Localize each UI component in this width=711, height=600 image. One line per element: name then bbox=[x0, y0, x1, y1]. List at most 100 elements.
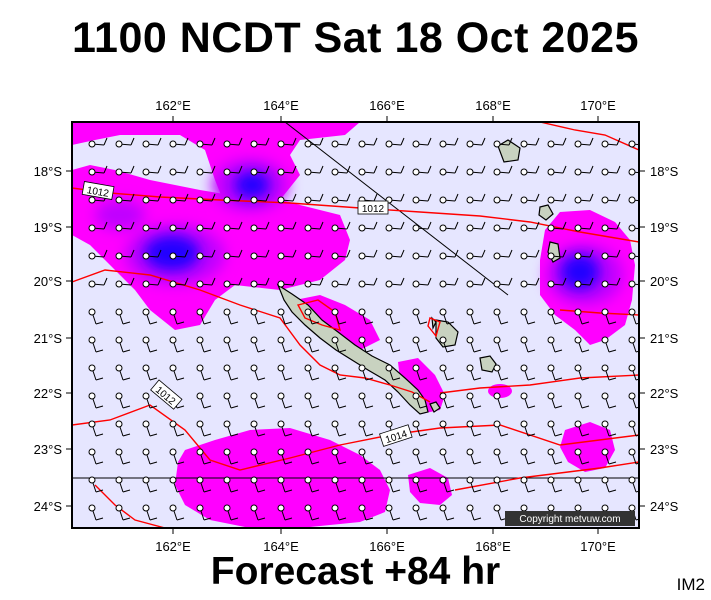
map-code: IM2 bbox=[676, 575, 705, 594]
wind-barb-feather bbox=[176, 517, 185, 521]
wind-barb-station bbox=[304, 140, 312, 148]
wind-barb-station bbox=[493, 364, 501, 372]
wind-barb-feather bbox=[508, 137, 513, 146]
wind-barb-station bbox=[358, 280, 366, 288]
wind-barb-station bbox=[601, 140, 609, 148]
lon-label-bottom: 162°E bbox=[155, 539, 191, 554]
wind-barb-feather bbox=[203, 405, 212, 409]
wind-barb-station bbox=[574, 364, 582, 372]
wind-barb-feather bbox=[562, 221, 567, 230]
wind-barb-feather bbox=[427, 137, 432, 146]
wind-barb-station bbox=[223, 476, 231, 484]
wind-barb-station bbox=[628, 476, 636, 484]
wind-barb-station bbox=[277, 476, 285, 484]
wind-barb-feather bbox=[319, 249, 324, 258]
wind-barb-feather bbox=[616, 193, 621, 202]
isobar-layer bbox=[72, 122, 639, 528]
land-layer bbox=[276, 139, 561, 415]
wind-barb-feather bbox=[176, 321, 185, 325]
wind-barb-feather bbox=[292, 165, 297, 174]
wind-barb-feather bbox=[446, 377, 455, 381]
wind-barb-station bbox=[169, 420, 177, 428]
wind-barb-station bbox=[493, 448, 501, 456]
wind-barb-feather bbox=[589, 249, 594, 258]
copyright-text: Copyright metvuw.com bbox=[519, 514, 620, 525]
wind-barb-station bbox=[277, 308, 285, 316]
lon-label-bottom: 166°E bbox=[369, 539, 405, 554]
wind-barb-feather bbox=[365, 349, 374, 353]
wind-barb-station bbox=[142, 168, 150, 176]
wind-barb-feather bbox=[608, 405, 617, 409]
wind-barb-station bbox=[196, 448, 204, 456]
wind-barb-station bbox=[574, 196, 582, 204]
wind-barb-station bbox=[196, 224, 204, 232]
wind-barb-feather bbox=[184, 221, 189, 230]
wind-barb-feather bbox=[365, 433, 374, 437]
wind-barb-feather bbox=[481, 277, 486, 286]
isobar-southeast bbox=[439, 374, 639, 394]
wind-barb-station bbox=[601, 196, 609, 204]
wind-barb-feather bbox=[238, 277, 243, 286]
wind-barb-feather bbox=[346, 193, 351, 202]
wind-barb-feather bbox=[319, 165, 324, 174]
wind-barb-feather bbox=[338, 321, 347, 325]
wind-barb-station bbox=[223, 336, 231, 344]
wind-barb-station bbox=[466, 280, 474, 288]
wind-barb-feather bbox=[338, 405, 347, 409]
wind-barb-station bbox=[304, 448, 312, 456]
wind-barb-feather bbox=[95, 489, 104, 493]
wind-barb-feather bbox=[157, 221, 162, 230]
wind-barb-station bbox=[358, 336, 366, 344]
wind-barb-feather bbox=[265, 277, 270, 286]
wind-barb-feather bbox=[500, 349, 509, 353]
lat-label-left: 19°S bbox=[34, 220, 63, 235]
lat-label-left: 24°S bbox=[34, 499, 63, 514]
wind-barb-station bbox=[250, 280, 258, 288]
wind-barb-feather bbox=[284, 321, 293, 325]
wind-barb-station bbox=[277, 140, 285, 148]
wind-barb-station bbox=[250, 140, 258, 148]
wind-barb-station bbox=[169, 168, 177, 176]
wind-barb-feather bbox=[635, 434, 639, 437]
wind-barb-feather bbox=[589, 193, 594, 202]
wind-barb-station bbox=[277, 504, 285, 512]
wind-barb-station bbox=[385, 280, 393, 288]
wind-barb-feather bbox=[311, 321, 320, 325]
wind-barb-feather bbox=[338, 489, 347, 493]
wind-barb-station bbox=[628, 168, 636, 176]
isobar-label-2: 1012 bbox=[357, 200, 389, 215]
wind-barb-station bbox=[88, 224, 96, 232]
lat-label-right: 19°S bbox=[650, 220, 679, 235]
wind-barb-station bbox=[466, 448, 474, 456]
wind-barb-feather bbox=[508, 193, 513, 202]
wind-barb-station bbox=[331, 140, 339, 148]
wind-barb-feather bbox=[589, 277, 594, 286]
wind-barb-station bbox=[331, 392, 339, 400]
wind-barb-station bbox=[250, 392, 258, 400]
wind-barb-station bbox=[358, 308, 366, 316]
wind-barb-station bbox=[223, 252, 231, 260]
wind-barb-feather bbox=[257, 349, 266, 353]
wind-barb-station bbox=[358, 140, 366, 148]
wind-barb-station bbox=[547, 336, 555, 344]
wind-barb-feather bbox=[589, 221, 594, 230]
lat-label-left: 20°S bbox=[34, 274, 63, 289]
wind-barb-feather bbox=[427, 221, 432, 230]
wind-barb-feather bbox=[616, 277, 621, 286]
wind-barb-station bbox=[574, 224, 582, 232]
wind-barb-feather bbox=[265, 137, 270, 146]
wind-barb-station bbox=[196, 196, 204, 204]
wind-barb-feather bbox=[373, 249, 378, 258]
wind-barb-feather bbox=[635, 378, 639, 381]
wind-barb-station bbox=[601, 252, 609, 260]
wind-barb-feather bbox=[500, 433, 509, 437]
wind-barb-station bbox=[250, 504, 258, 512]
wind-barb-feather bbox=[635, 350, 639, 353]
wind-barb-feather bbox=[203, 517, 212, 521]
wind-barb-feather bbox=[122, 349, 131, 353]
wind-barb-station bbox=[250, 364, 258, 372]
wind-barb-feather bbox=[500, 321, 509, 325]
wind-barb-station bbox=[169, 280, 177, 288]
wind-barb-station bbox=[277, 224, 285, 232]
wind-barb-station bbox=[304, 280, 312, 288]
